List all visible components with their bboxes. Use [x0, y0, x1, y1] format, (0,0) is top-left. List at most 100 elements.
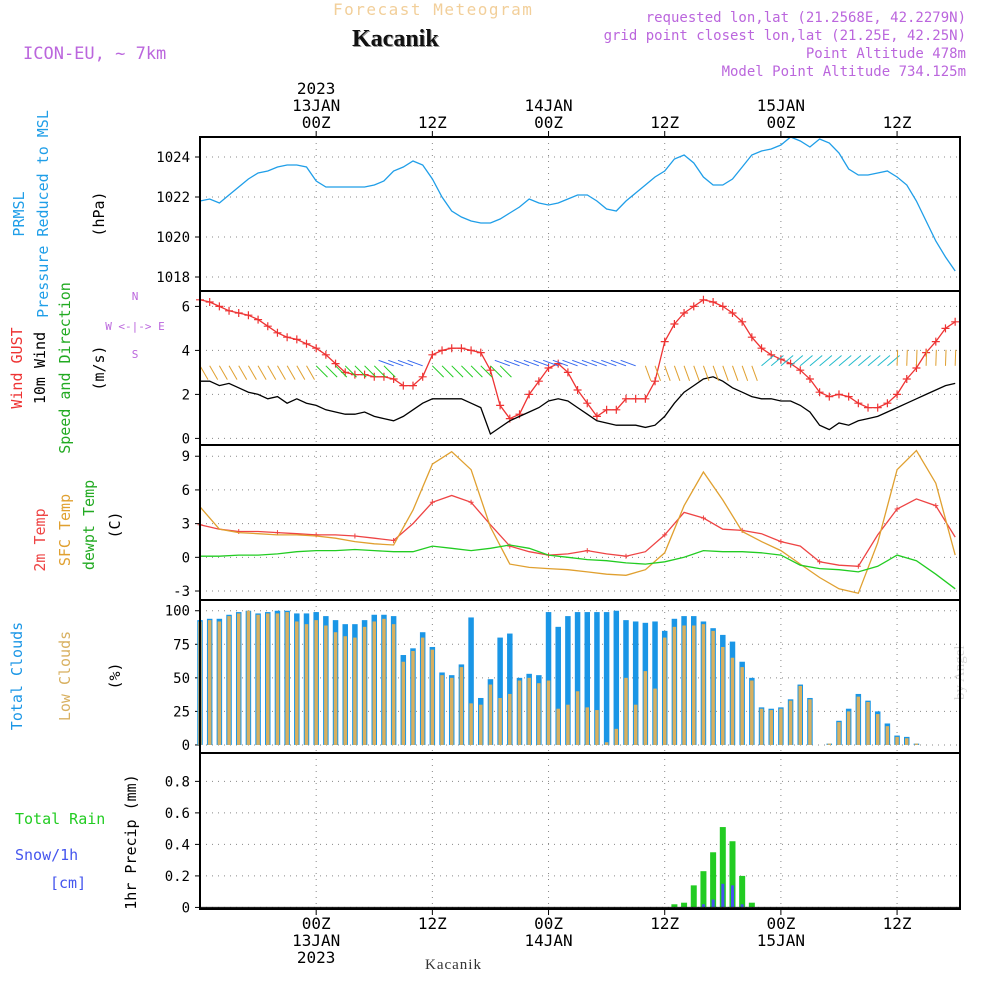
- low-cloud-bar: [866, 702, 870, 745]
- low-cloud-bar: [701, 624, 706, 745]
- low-cloud-bar: [827, 743, 832, 745]
- gust-marker: [428, 350, 437, 359]
- wind-direction-arrow: [877, 355, 891, 367]
- low-cloud-bar: [711, 630, 715, 745]
- gust-marker: [467, 346, 476, 355]
- wind-direction-arrow: [702, 365, 710, 382]
- compass-north: N: [132, 290, 139, 303]
- wind-direction-arrow: [397, 359, 414, 367]
- gust-marker: [399, 381, 408, 390]
- time-label-top: 00Z: [534, 113, 563, 132]
- time-label-top: 2023: [297, 79, 336, 98]
- dewpt-temp-line: [200, 544, 956, 590]
- y-tick-label: 2: [182, 387, 190, 403]
- wind-direction-arrow: [354, 365, 367, 378]
- wind-direction-arrow: [344, 365, 357, 378]
- legend-label: Snow/1h: [15, 846, 78, 864]
- wind-direction-arrow: [838, 355, 852, 367]
- point-altitude: Point Altitude 478m: [805, 46, 966, 62]
- wind-direction-arrow: [306, 365, 315, 380]
- y-tick-label: 0: [182, 550, 190, 566]
- low-cloud-bar: [595, 710, 599, 745]
- requested-coords: requested lon,lat (21.2568E, 42.2279N): [645, 10, 966, 26]
- time-label-bottom: 12Z: [883, 914, 912, 933]
- wind-direction-arrow: [228, 365, 238, 380]
- y-tick-label: 0.4: [165, 837, 190, 853]
- gust-marker: [728, 309, 737, 317]
- low-cloud-bar: [498, 697, 502, 745]
- wind-direction-arrow: [858, 355, 871, 367]
- temp-marker: [894, 506, 900, 512]
- low-cloud-bar: [527, 677, 531, 745]
- y-tick-label: 0: [182, 900, 190, 916]
- wind-direction-arrow: [620, 359, 636, 367]
- wind-direction-arrow: [499, 365, 512, 378]
- total-cloud-bar: [545, 612, 552, 745]
- low-cloud-bar: [372, 621, 377, 745]
- wind-direction-arrow: [513, 359, 530, 367]
- gust-marker: [350, 370, 359, 379]
- gust-marker: [283, 333, 292, 342]
- gust-marker: [292, 335, 301, 344]
- gust-marker: [805, 375, 814, 383]
- y-tick-label: 3: [182, 517, 190, 533]
- wind-direction-arrow: [751, 365, 758, 382]
- time-label-bottom: 14JAN: [524, 931, 572, 950]
- wind-direction-arrow: [610, 359, 627, 367]
- 10m-wind-line: [200, 376, 956, 436]
- location-title: Kacanik: [352, 26, 439, 52]
- low-cloud-bar: [362, 626, 367, 745]
- temp-marker: [623, 553, 629, 559]
- wind-direction-arrow: [799, 355, 813, 367]
- low-cloud-bar: [246, 610, 251, 745]
- y-tick-label: 1024: [156, 150, 190, 166]
- gust-marker: [457, 344, 466, 353]
- low-cloud-bar: [604, 742, 609, 745]
- pressure-line: [199, 136, 956, 272]
- y-tick-label: 25: [173, 704, 190, 720]
- total-cloud-bar: [507, 633, 513, 745]
- time-label-bottom: 12Z: [418, 914, 447, 933]
- legend-label: Total Rain: [15, 810, 105, 828]
- wind-direction-arrow: [364, 365, 377, 378]
- axis-label: Wind GUST: [8, 327, 26, 408]
- y-tick-label: 1020: [156, 230, 190, 246]
- wind-direction-arrow: [761, 355, 775, 367]
- time-label-top: 15JAN: [757, 96, 805, 115]
- axis-label: Low Clouds: [56, 631, 74, 721]
- gust-marker: [525, 390, 534, 399]
- gust-marker: [844, 392, 853, 401]
- rain-bar: [690, 885, 697, 908]
- gust-marker: [854, 399, 863, 408]
- low-cloud-bar: [479, 704, 483, 745]
- snow-bar: [740, 904, 744, 908]
- time-label-bottom: 13JAN: [292, 931, 340, 950]
- wind-direction-arrow: [732, 365, 739, 382]
- y-tick-label: 0.2: [165, 869, 190, 885]
- axis-label: (hPa): [90, 191, 108, 236]
- total-cloud-bar: [584, 612, 591, 745]
- temp-marker: [662, 532, 668, 538]
- low-cloud-bar: [662, 637, 667, 745]
- gust-marker: [680, 309, 689, 317]
- time-label-bottom: 15JAN: [757, 931, 805, 950]
- gust-marker: [379, 372, 388, 381]
- total-cloud-bar: [652, 621, 658, 745]
- time-label-top: 00Z: [766, 113, 795, 132]
- gust-marker: [883, 399, 892, 408]
- low-cloud-bar: [692, 625, 696, 745]
- wind-direction-arrow: [432, 365, 445, 378]
- gust-marker: [447, 344, 456, 353]
- gust-marker: [573, 386, 582, 394]
- low-cloud-bar: [401, 661, 406, 745]
- low-cloud-bar: [672, 626, 677, 745]
- gust-marker: [641, 394, 650, 403]
- wind-direction-arrow: [819, 355, 833, 367]
- wind-direction-arrow: [944, 349, 947, 366]
- total-cloud-bar: [574, 612, 581, 745]
- wind-direction-arrow: [848, 355, 862, 367]
- low-cloud-bar: [856, 696, 861, 745]
- gust-marker: [486, 366, 495, 375]
- total-cloud-bar: [632, 621, 639, 745]
- gust-marker: [244, 311, 253, 320]
